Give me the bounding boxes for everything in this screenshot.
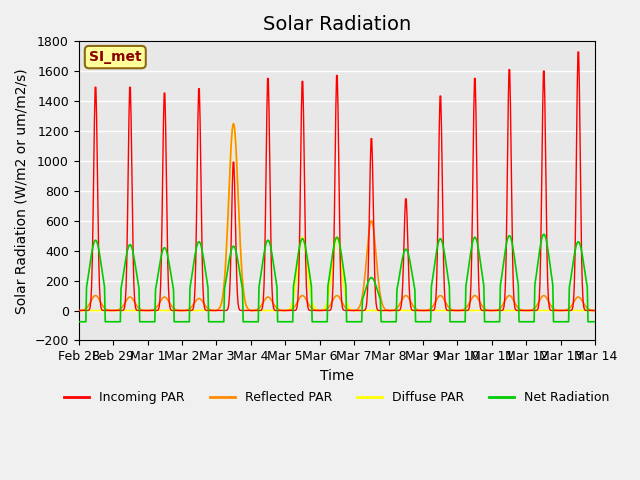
X-axis label: Time: Time: [320, 369, 354, 383]
Legend: Incoming PAR, Reflected PAR, Diffuse PAR, Net Radiation: Incoming PAR, Reflected PAR, Diffuse PAR…: [59, 386, 615, 409]
Text: SI_met: SI_met: [89, 50, 141, 64]
Title: Solar Radiation: Solar Radiation: [263, 15, 411, 34]
Y-axis label: Solar Radiation (W/m2 or um/m2/s): Solar Radiation (W/m2 or um/m2/s): [15, 68, 29, 313]
